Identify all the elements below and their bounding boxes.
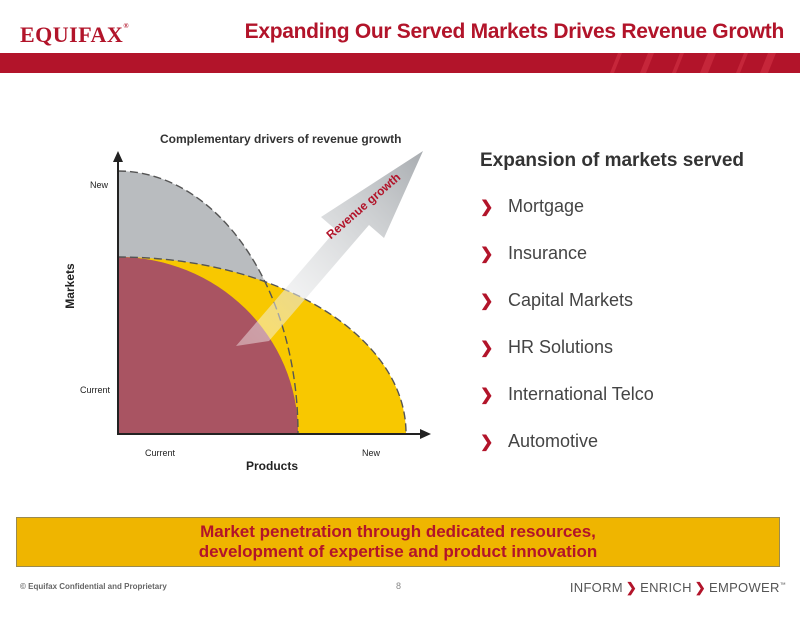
yellow-quadrant-outline — [117, 256, 407, 434]
chart-title: Complementary drivers of revenue growth — [160, 132, 402, 146]
banner-line-1: Market penetration through dedicated res… — [200, 522, 596, 541]
y-tick-current: Current — [80, 385, 111, 395]
gray-overlap-area — [118, 257, 298, 433]
list-item: ❯ HR Solutions — [480, 337, 614, 357]
summary-banner: Market penetration through dedicated res… — [16, 517, 780, 567]
list-item: ❯ International Telco — [480, 384, 654, 404]
markets-heading: Expansion of markets served — [480, 150, 744, 171]
list-item: ❯ Automotive — [480, 431, 599, 451]
header-red-band — [0, 53, 800, 73]
markets-list: ❯ Mortgage ❯ Insurance ❯ Capital Markets ❯ H… — [480, 196, 654, 478]
x-axis-label: Products — [246, 459, 299, 473]
x-axis-arrowhead — [420, 429, 431, 439]
chevron-right-icon: ❯ — [480, 387, 494, 404]
gray-quadrant-outline — [117, 170, 299, 434]
x-tick-new: New — [362, 448, 381, 458]
chevron-right-icon: ❯ — [480, 293, 494, 310]
red-core-quadrant — [118, 257, 298, 433]
banner-line-2: development of expertise and product inn… — [198, 542, 598, 561]
page-title: Expanding Our Served Markets Drives Reve… — [244, 20, 785, 43]
list-item: ❯ Capital Markets — [480, 290, 634, 310]
chevron-right-icon: ❯ — [480, 199, 494, 216]
confidential-notice: © Equifax Confidential and Proprietary — [20, 582, 167, 591]
list-item: ❯ Insurance — [480, 243, 588, 263]
chevron-right-icon: ❯ — [480, 340, 494, 357]
y-axis-label: Markets — [63, 263, 77, 309]
tagline: INFORM ❯ ENRICH ❯ EMPOWER™ — [569, 580, 786, 595]
y-axis-arrowhead — [113, 151, 123, 162]
chevron-right-icon: ❯ — [480, 246, 494, 263]
page-number: 8 — [396, 581, 402, 591]
list-item: ❯ Mortgage — [480, 196, 585, 216]
equifax-logo: EQUIFAX® — [20, 22, 130, 47]
chevron-right-icon: ❯ — [625, 580, 638, 595]
chevron-right-icon: ❯ — [694, 580, 706, 595]
revenue-growth-arrow — [236, 151, 423, 346]
chevron-right-icon: ❯ — [480, 434, 494, 451]
y-tick-new: New — [90, 180, 109, 190]
x-tick-current: Current — [145, 448, 176, 458]
